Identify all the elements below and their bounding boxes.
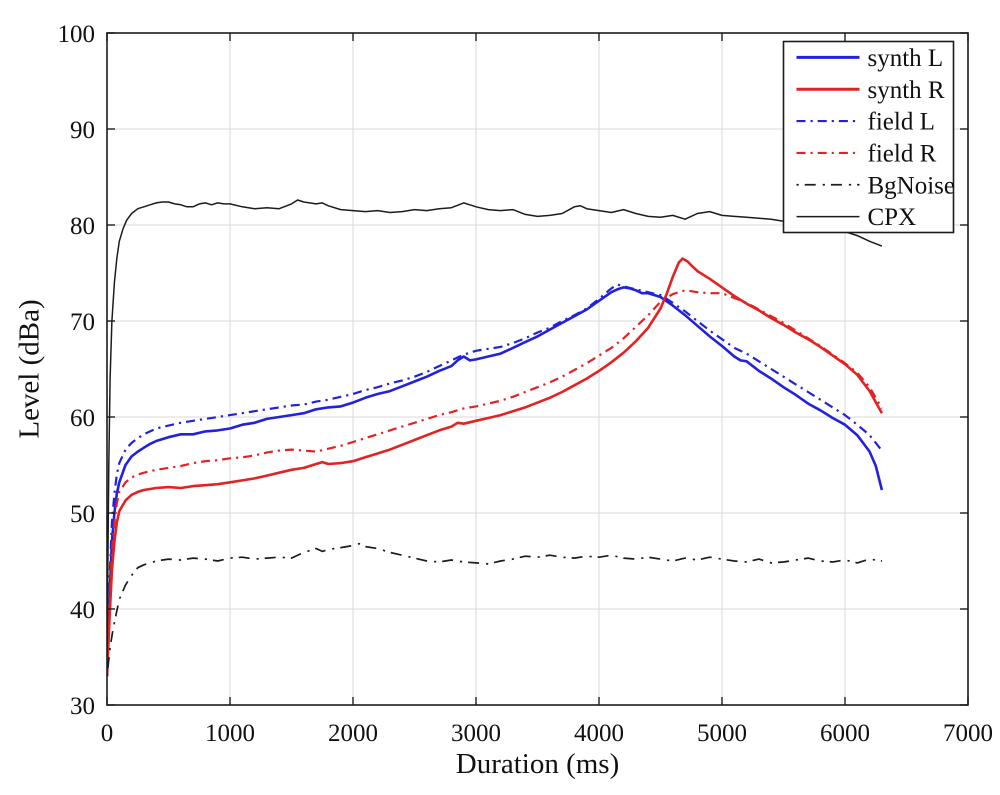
x-tick-label: 0 [101,720,114,747]
legend-entry-synth-l: synth L [796,45,944,72]
y-tick-label: 60 [70,405,95,432]
y-tick-label: 90 [70,117,95,144]
legend-label: BgNoise [868,172,956,199]
y-tick-label: 50 [70,501,95,528]
y-tick-label: 100 [58,21,96,48]
series-field-l-line [107,283,883,677]
series-bgnoise-line [107,542,883,677]
tick-marks [106,32,969,706]
series-cpx-line [107,199,883,658]
x-tick-label: 7000 [943,720,993,747]
legend-entry-cpx: CPX [796,204,917,231]
x-tick-label: 6000 [820,720,870,747]
legend-label: field L [868,109,935,136]
tick-labels: 0 1000 2000 3000 4000 5000 6000 7000 30 40 50 60 70 8… [58,21,994,747]
axis-box [106,32,969,706]
legend-entry-field-r: field R [796,140,937,167]
legend-label: field R [868,140,937,167]
y-tick-label: 80 [70,213,95,240]
x-tick-label: 1000 [205,720,255,747]
y-tick-label: 40 [70,597,95,624]
y-tick-label: 70 [70,309,95,336]
legend-entry-bgnoise: BgNoise [796,172,956,199]
x-tick-label: 3000 [451,720,501,747]
legend-label: synth R [868,77,945,104]
x-axis-label: Duration (ms) [455,748,620,780]
x-tick-label: 4000 [574,720,624,747]
y-tick-label: 30 [70,693,95,720]
series-group [107,199,884,677]
y-axis-label: Level (dBa) [13,299,46,439]
legend-label: CPX [868,204,917,231]
legend-entry-field-l: field L [796,109,935,136]
legend-entry-synth-r: synth R [796,77,945,104]
series-synth-l-line [107,286,884,677]
series-synth-r-line [107,257,884,677]
legend-label: synth L [868,45,944,72]
x-tick-label: 5000 [697,720,747,747]
legend: synth L synth R field L field R BgNoise CPX [782,40,956,234]
legend-box [782,40,955,234]
series-field-r-line [107,289,883,677]
x-tick-label: 2000 [328,720,378,747]
